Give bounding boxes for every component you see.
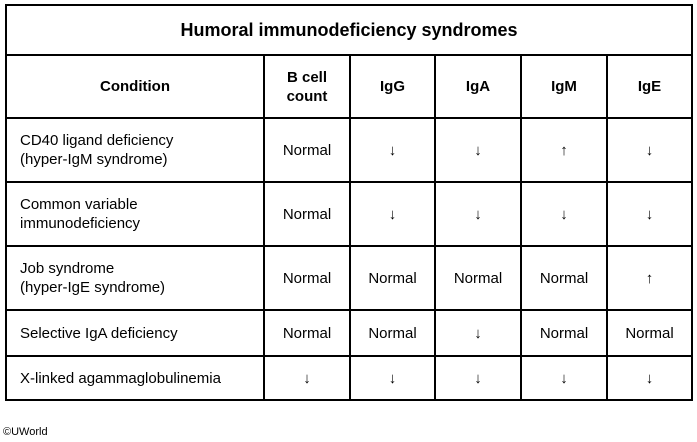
value-cell: ↓ — [606, 181, 693, 247]
condition-cell: X-linked agammaglobulinemia — [5, 355, 265, 401]
condition-cell: Common variable immunodeficiency — [5, 181, 265, 247]
column-header: IgA — [434, 54, 522, 119]
value-cell: Normal — [520, 309, 608, 357]
column-header: IgM — [520, 54, 608, 119]
value-cell: Normal — [349, 309, 436, 357]
value-cell: ↓ — [520, 355, 608, 401]
value-cell: Normal — [263, 309, 351, 357]
table-row: Job syndrome (hyper-IgE syndrome) Normal N… — [5, 245, 693, 311]
value-cell: ↓ — [263, 355, 351, 401]
table-title: Humoral immunodeficiency syndromes — [5, 4, 693, 56]
value-cell: ↓ — [434, 117, 522, 183]
value-cell: ↓ — [606, 117, 693, 183]
condition-cell: Selective IgA deficiency — [5, 309, 265, 357]
table: Humoral immunodeficiency syndromes Condi… — [5, 4, 693, 401]
column-header: B cell count — [263, 54, 351, 119]
value-cell: Normal — [434, 245, 522, 311]
value-cell: Normal — [263, 117, 351, 183]
table-row: CD40 ligand deficiency (hyper-IgM syndro… — [5, 117, 693, 183]
value-cell: ↑ — [520, 117, 608, 183]
value-cell: ↓ — [520, 181, 608, 247]
column-header: IgG — [349, 54, 436, 119]
value-cell: ↓ — [434, 309, 522, 357]
value-cell: Normal — [520, 245, 608, 311]
value-cell: Normal — [263, 181, 351, 247]
value-cell: ↓ — [349, 117, 436, 183]
value-cell: Normal — [606, 309, 693, 357]
table-row: Common variable immunodeficiency Normal ↓ ↓… — [5, 181, 693, 247]
value-cell: ↓ — [349, 355, 436, 401]
value-cell: ↓ — [606, 355, 693, 401]
value-cell: ↓ — [349, 181, 436, 247]
value-cell: Normal — [349, 245, 436, 311]
condition-cell: Job syndrome (hyper-IgE syndrome) — [5, 245, 265, 311]
table-row: X-linked agammaglobulinemia ↓ ↓ ↓ ↓ ↓ — [5, 355, 693, 401]
table-row: Selective IgA deficiency Normal Normal ↓ Nor… — [5, 309, 693, 357]
value-cell: ↓ — [434, 355, 522, 401]
value-cell: Normal — [263, 245, 351, 311]
condition-cell: CD40 ligand deficiency (hyper-IgM syndro… — [5, 117, 265, 183]
column-header: Condition — [5, 54, 265, 119]
value-cell: ↑ — [606, 245, 693, 311]
value-cell: ↓ — [434, 181, 522, 247]
column-header: IgE — [606, 54, 693, 119]
footer: ©UWorld — [3, 426, 48, 438]
